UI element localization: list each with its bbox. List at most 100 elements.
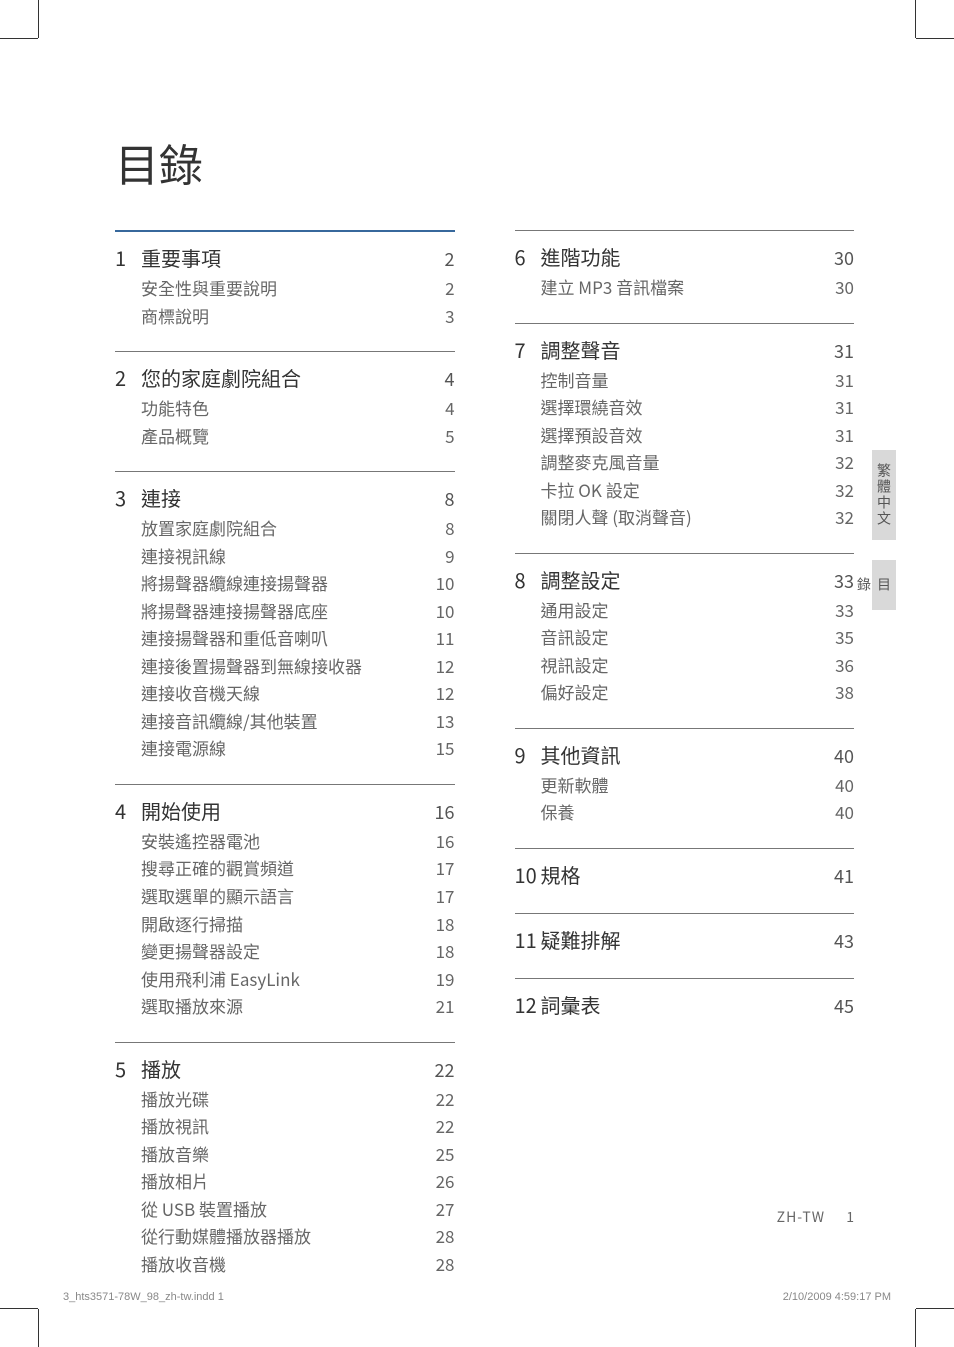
toc-item-label: 選擇環繞音效	[541, 393, 836, 421]
toc-item: 通用設定33	[515, 596, 855, 624]
toc-item-label: 安裝遙控器電池	[141, 827, 436, 855]
toc-item-page: 32	[835, 503, 854, 531]
toc-section-heading: 12詞彙表45	[515, 989, 855, 1021]
toc-item: 連接收音機天線12	[115, 679, 455, 707]
toc-item-page: 30	[835, 273, 854, 301]
toc-item-label: 放置家庭劇院組合	[141, 514, 445, 542]
toc-item-label: 使用飛利浦 EasyLink	[141, 965, 436, 993]
toc-item-label: 變更揚聲器設定	[141, 937, 436, 965]
toc-item: 連接視訊線9	[115, 542, 455, 570]
toc-section-heading: 4開始使用16	[115, 795, 455, 827]
toc-item: 視訊設定36	[515, 651, 855, 679]
toc-section-number: 2	[115, 362, 141, 394]
toc-item-label: 播放視訊	[141, 1112, 436, 1140]
toc-item-page: 40	[835, 798, 854, 826]
toc-section-heading: 11疑難排解43	[515, 924, 855, 956]
toc-item-page: 19	[436, 965, 455, 993]
toc-item: 開啟逐行掃描18	[115, 910, 455, 938]
toc-item-label: 音訊設定	[541, 623, 836, 651]
toc-item-label: 產品概覽	[141, 422, 445, 450]
toc-section: 8調整設定33通用設定33音訊設定35視訊設定36偏好設定38	[515, 553, 855, 728]
toc-section-page: 40	[834, 742, 854, 771]
toc-item: 偏好設定38	[515, 678, 855, 706]
toc-item-page: 31	[835, 366, 854, 394]
toc-item-label: 調整麥克風音量	[541, 448, 836, 476]
toc-section-page: 30	[834, 244, 854, 273]
toc-item: 商標說明3	[115, 302, 455, 330]
toc-section: 7調整聲音31控制音量31選擇環繞音效31選擇預設音效31調整麥克風音量32卡拉…	[515, 323, 855, 553]
toc-item-label: 選取播放來源	[141, 992, 436, 1020]
toc-section-title: 重要事項	[141, 242, 435, 274]
toc-item-page: 11	[436, 624, 455, 652]
toc-item-page: 17	[436, 882, 455, 910]
toc-item-page: 31	[835, 421, 854, 449]
toc-section: 10規格41	[515, 848, 855, 913]
toc-item-label: 通用設定	[541, 596, 836, 624]
toc-item: 從 USB 裝置播放27	[115, 1195, 455, 1223]
toc-item-page: 15	[436, 734, 455, 762]
toc-section: 5播放22播放光碟22播放視訊22播放音樂25播放相片26從 USB 裝置播放2…	[115, 1042, 455, 1300]
toc-item-page: 13	[436, 707, 455, 735]
toc-item-label: 從 USB 裝置播放	[141, 1195, 436, 1223]
toc-section-title: 進階功能	[541, 241, 825, 273]
toc-item-label: 視訊設定	[541, 651, 836, 679]
toc-section-heading: 9其他資訊40	[515, 739, 855, 771]
toc-item-page: 16	[436, 827, 455, 855]
toc-item-label: 開啟逐行掃描	[141, 910, 436, 938]
toc-section-heading: 10規格41	[515, 859, 855, 891]
toc-item-page: 12	[436, 679, 455, 707]
toc-section-number: 9	[515, 739, 541, 771]
toc-section-heading: 6進階功能30	[515, 241, 855, 273]
toc-section-number: 4	[115, 795, 141, 827]
side-tab-section: 目錄	[872, 560, 896, 610]
toc-item-page: 36	[835, 651, 854, 679]
toc-section: 1重要事項2安全性與重要說明2商標說明3	[115, 230, 455, 351]
toc-item-label: 從行動媒體播放器播放	[141, 1222, 436, 1250]
toc-item-page: 17	[436, 854, 455, 882]
toc-item-page: 2	[445, 274, 454, 302]
toc-section-heading: 8調整設定33	[515, 564, 855, 596]
page-lang-code: ZH-TW	[777, 1207, 825, 1227]
toc-item: 功能特色4	[115, 394, 455, 422]
toc-item-page: 35	[835, 623, 854, 651]
toc-item: 放置家庭劇院組合8	[115, 514, 455, 542]
toc-item: 關閉人聲 (取消聲音)32	[515, 503, 855, 531]
side-tab-language: 繁體中文	[872, 450, 896, 540]
toc-section-heading: 2您的家庭劇院組合4	[115, 362, 455, 394]
toc-item: 調整麥克風音量32	[515, 448, 855, 476]
toc-item: 安裝遙控器電池16	[115, 827, 455, 855]
page-body: 目錄 1重要事項2安全性與重要說明2商標說明32您的家庭劇院組合4功能特色4產品…	[0, 0, 954, 1347]
toc-section: 9其他資訊40更新軟體40保養40	[515, 728, 855, 848]
toc-item-label: 播放光碟	[141, 1085, 436, 1113]
toc-section-page: 16	[435, 798, 455, 827]
toc-section-page: 41	[834, 862, 854, 891]
toc-item-page: 25	[436, 1140, 455, 1168]
toc-section-heading: 5播放22	[115, 1053, 455, 1085]
toc-item-label: 偏好設定	[541, 678, 836, 706]
toc-section-title: 疑難排解	[541, 924, 825, 956]
toc-item-page: 28	[436, 1250, 455, 1278]
toc-item: 將揚聲器連接揚聲器底座10	[115, 597, 455, 625]
toc-item: 連接音訊纜線/其他裝置13	[115, 707, 455, 735]
toc-item-page: 18	[436, 910, 455, 938]
toc-item: 播放視訊22	[115, 1112, 455, 1140]
toc-item-label: 選擇預設音效	[541, 421, 836, 449]
toc-section-page: 22	[435, 1056, 455, 1085]
toc-item-page: 38	[835, 678, 854, 706]
toc-item-page: 28	[436, 1222, 455, 1250]
toc-section-page: 2	[445, 245, 455, 274]
toc-item-page: 32	[835, 476, 854, 504]
toc-item: 更新軟體40	[515, 771, 855, 799]
toc-item: 從行動媒體播放器播放28	[115, 1222, 455, 1250]
toc-section: 6進階功能30建立 MP3 音訊檔案30	[515, 230, 855, 323]
toc-item-page: 32	[835, 448, 854, 476]
toc-item-label: 播放收音機	[141, 1250, 436, 1278]
toc-section-page: 4	[445, 365, 455, 394]
page-title: 目錄	[115, 130, 854, 194]
toc-item-page: 40	[835, 771, 854, 799]
toc-item: 播放收音機28	[115, 1250, 455, 1278]
toc-item: 建立 MP3 音訊檔案30	[515, 273, 855, 301]
toc-section-number: 1	[115, 242, 141, 274]
toc-section-heading: 1重要事項 2	[115, 242, 455, 274]
toc-section-title: 詞彙表	[541, 989, 825, 1021]
